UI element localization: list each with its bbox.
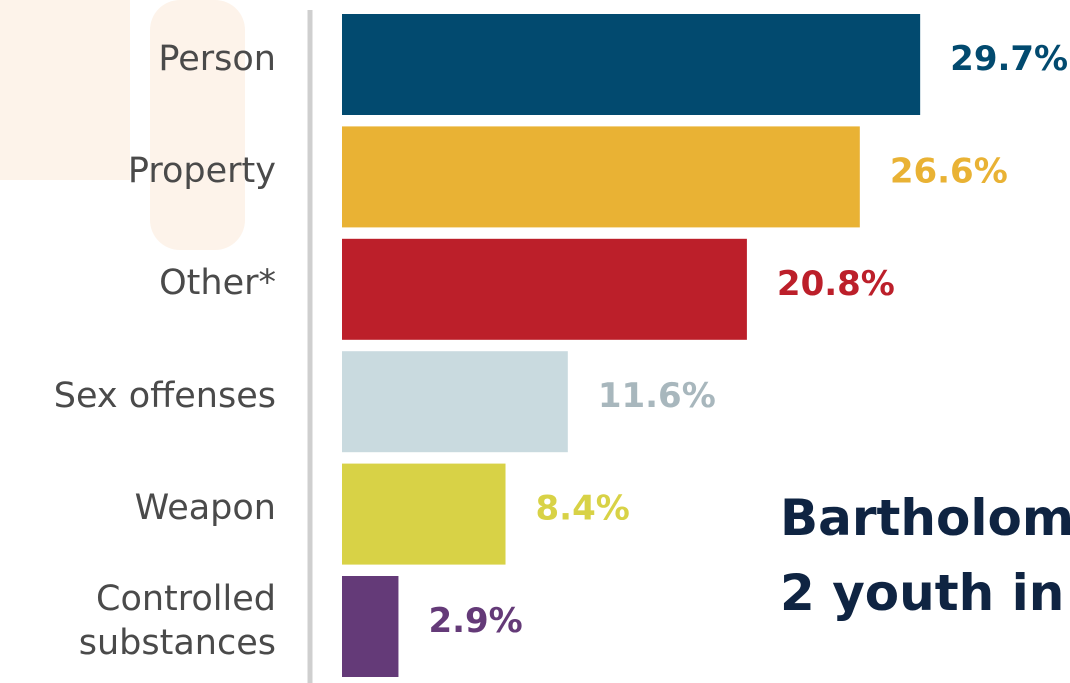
value-label: 2.9% — [428, 601, 522, 641]
watermark — [0, 0, 130, 180]
bar — [342, 351, 568, 453]
annotation: 2 youth in — [780, 564, 1064, 622]
category-label: Property — [127, 150, 276, 191]
bar — [342, 463, 506, 565]
category-label: Weapon — [134, 488, 276, 529]
watermark — [150, 0, 245, 250]
value-label: 8.4% — [536, 489, 630, 529]
annotation: Bartholom — [780, 489, 1070, 547]
category-label: Person — [158, 38, 276, 79]
bar — [342, 14, 921, 115]
bar — [342, 238, 747, 340]
value-label: 20.8% — [777, 264, 895, 304]
category-label: Other* — [159, 263, 276, 304]
bar — [342, 126, 860, 228]
value-label: 26.6% — [890, 151, 1008, 191]
category-label: Sex offenses — [53, 375, 276, 416]
value-label: 11.6% — [598, 376, 716, 416]
bar — [342, 576, 399, 677]
category-label: Controlled substances — [78, 578, 276, 663]
value-label: 29.7% — [950, 39, 1068, 79]
